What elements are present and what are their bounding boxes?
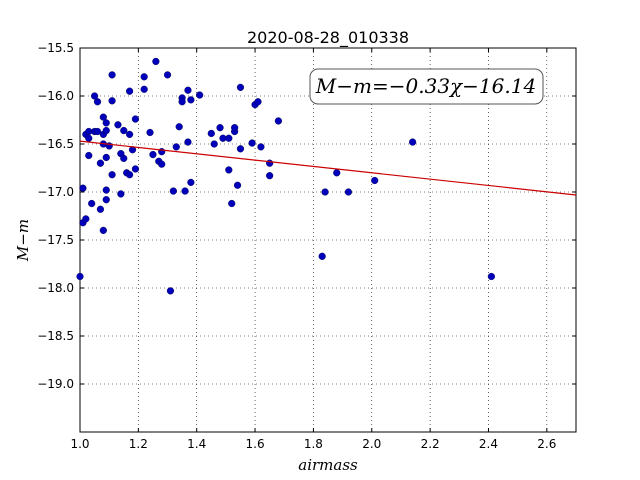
y-tick-label: −19.0 xyxy=(37,377,74,391)
data-point xyxy=(409,138,417,146)
data-point xyxy=(102,126,110,135)
x-tick-label: 2.2 xyxy=(421,437,440,451)
data-point xyxy=(172,143,180,151)
data-point xyxy=(487,272,495,281)
data-point xyxy=(90,92,99,100)
data-point xyxy=(102,119,110,127)
y-tick-label: −16.5 xyxy=(37,137,74,151)
data-point xyxy=(169,187,177,195)
annotation-box xyxy=(309,68,544,105)
data-point xyxy=(82,215,90,223)
data-point xyxy=(120,126,128,135)
data-point xyxy=(108,171,116,179)
data-point xyxy=(140,73,148,81)
data-point xyxy=(99,113,107,121)
data-point xyxy=(371,176,379,185)
fit-equation-annotation: M−m=−0.33χ−16.14 xyxy=(315,74,536,98)
data-point xyxy=(96,159,105,167)
data-point xyxy=(181,187,189,195)
y-axis-label: M−m xyxy=(14,219,32,262)
data-point xyxy=(131,115,140,123)
data-point xyxy=(146,128,154,137)
data-point xyxy=(254,98,262,106)
data-point xyxy=(344,188,353,196)
data-points xyxy=(76,57,495,295)
axis-ticks: 1.0 1.2 1.4 1.6 1.8 2.0 2.2 2.4 2.6 −15.5 −16.0 −16… xyxy=(37,41,576,451)
data-point xyxy=(321,188,329,196)
y-tick-label: −16.0 xyxy=(37,89,74,103)
data-point xyxy=(93,98,102,106)
data-point xyxy=(231,124,239,132)
data-point xyxy=(88,199,96,208)
data-point xyxy=(149,150,157,159)
chart-title: 2020-08-28_010338 xyxy=(247,28,409,48)
data-point xyxy=(233,181,242,189)
data-point xyxy=(85,134,93,142)
data-point xyxy=(102,186,110,194)
data-point xyxy=(236,145,245,153)
x-tick-label: 2.6 xyxy=(537,437,556,451)
data-point xyxy=(166,287,175,295)
data-point xyxy=(96,205,105,213)
data-point xyxy=(163,71,172,79)
data-point xyxy=(228,199,236,208)
data-point xyxy=(318,252,326,260)
x-tick-label: 1.8 xyxy=(304,437,323,451)
data-point xyxy=(333,169,341,177)
y-tick-label: −18.0 xyxy=(37,281,74,295)
data-point xyxy=(117,190,125,198)
data-point xyxy=(102,153,110,162)
data-point xyxy=(216,124,224,132)
data-point xyxy=(257,143,265,151)
data-point xyxy=(236,83,245,91)
data-point xyxy=(158,160,166,168)
x-tick-label: 1.6 xyxy=(246,437,265,451)
data-point xyxy=(210,140,218,148)
data-point xyxy=(274,117,283,125)
fit-line xyxy=(79,140,577,196)
x-tick-label: 1.4 xyxy=(187,437,206,451)
data-point xyxy=(184,86,192,94)
data-point xyxy=(207,129,215,138)
y-tick-label: −15.5 xyxy=(37,41,74,55)
data-point xyxy=(225,134,233,142)
data-point xyxy=(76,272,84,281)
data-point xyxy=(187,96,195,104)
data-point xyxy=(225,166,233,174)
data-point xyxy=(140,85,148,93)
data-point xyxy=(152,57,160,66)
data-point xyxy=(196,91,204,99)
x-tick-label: 2.0 xyxy=(362,437,381,451)
y-tick-label: −17.5 xyxy=(37,233,74,247)
data-point xyxy=(184,138,192,146)
y-tick-label: −17.0 xyxy=(37,185,74,199)
data-point xyxy=(79,184,87,192)
x-tick-label: 1.0 xyxy=(70,437,89,451)
data-point xyxy=(114,121,122,129)
data-point xyxy=(99,226,107,235)
data-point xyxy=(266,159,274,167)
data-point xyxy=(175,123,183,131)
data-point xyxy=(126,171,134,179)
data-point xyxy=(102,196,110,204)
data-point xyxy=(248,139,256,147)
x-tick-label: 1.2 xyxy=(129,437,148,451)
data-point xyxy=(266,172,274,180)
y-tick-label: −18.5 xyxy=(37,329,74,343)
data-point xyxy=(131,165,140,173)
data-point xyxy=(85,151,93,160)
data-point xyxy=(120,154,128,163)
data-point xyxy=(126,87,134,95)
data-point xyxy=(93,127,102,136)
data-point xyxy=(108,97,116,105)
data-point xyxy=(108,71,116,79)
data-point xyxy=(126,130,134,139)
data-point xyxy=(187,178,195,187)
x-tick-label: 2.4 xyxy=(479,437,498,451)
x-axis-label: airmass xyxy=(298,456,358,474)
data-point xyxy=(178,98,186,106)
